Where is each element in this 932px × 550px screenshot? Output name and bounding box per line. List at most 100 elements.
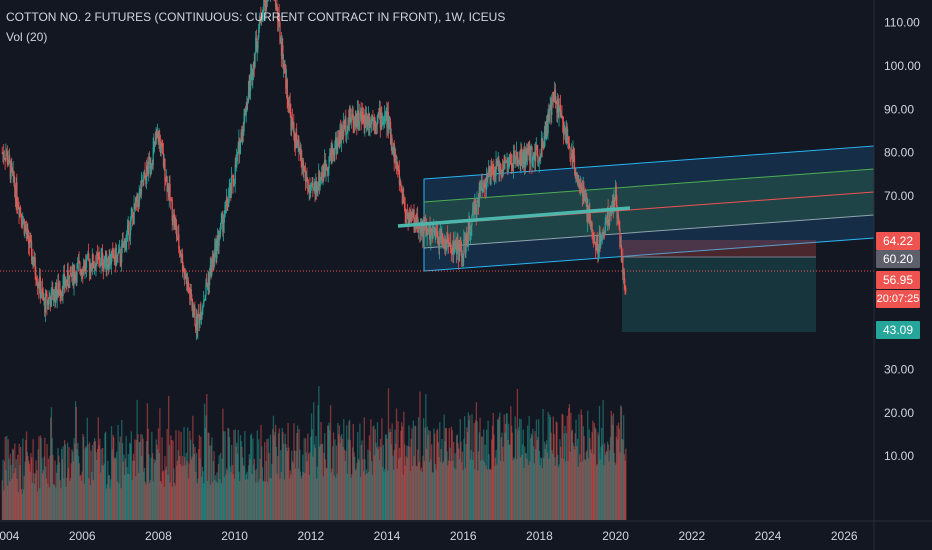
candle-body xyxy=(118,248,121,250)
volume-indicator-label[interactable]: Vol (20) xyxy=(6,30,48,44)
candle-body xyxy=(205,282,207,296)
volume-bar xyxy=(401,426,404,520)
candle-body xyxy=(477,200,480,207)
volume-bar xyxy=(370,419,372,520)
candle-body xyxy=(177,234,179,240)
candle-body xyxy=(392,153,394,155)
candle-body xyxy=(157,131,159,142)
volume-bar xyxy=(178,430,180,520)
candle-body xyxy=(29,240,31,248)
volume-bar xyxy=(374,429,376,520)
candle-body xyxy=(378,114,380,116)
candle-body xyxy=(320,177,322,180)
volume-bar xyxy=(90,450,92,520)
volume-bar xyxy=(581,415,583,520)
candle-body xyxy=(412,209,414,218)
candle-body xyxy=(425,223,428,236)
volume-bar xyxy=(113,458,116,520)
volume-bar xyxy=(117,424,119,520)
candle-body xyxy=(501,169,503,175)
time-axis[interactable]: 2004200620082010201220142016201820202022… xyxy=(0,529,858,543)
volume-bar xyxy=(465,443,467,520)
volume-bar xyxy=(89,485,91,520)
candle-body xyxy=(168,185,170,198)
candle-body xyxy=(473,206,475,210)
candle-body xyxy=(148,156,150,174)
candle-body xyxy=(617,214,620,221)
candle-body xyxy=(363,122,365,128)
candle-body xyxy=(103,262,105,270)
candle-body xyxy=(584,194,586,201)
candle-body xyxy=(89,264,91,272)
candle-body xyxy=(499,166,502,172)
volume-bar xyxy=(58,462,61,520)
price-tick-label: 110.00 xyxy=(884,16,920,30)
volume-bar xyxy=(307,433,309,520)
candle-body xyxy=(78,262,80,264)
candle-body xyxy=(461,256,464,262)
volume-bar xyxy=(397,421,399,520)
volume-bar xyxy=(283,443,285,520)
candle-body xyxy=(140,189,142,195)
candle-body xyxy=(162,152,165,167)
volume-bar xyxy=(41,458,43,520)
candle-body xyxy=(12,171,14,174)
bar-countdown-label: 20:07:25 xyxy=(876,290,920,308)
candle-body xyxy=(370,123,372,125)
candle-body xyxy=(402,194,404,204)
volume-bar xyxy=(296,432,298,520)
stop-loss-zone[interactable] xyxy=(622,240,816,257)
time-tick-label: 2014 xyxy=(374,529,401,543)
volume-bar xyxy=(96,459,98,520)
candle-body xyxy=(572,148,574,163)
volume-bar xyxy=(55,487,57,520)
candle-body xyxy=(453,251,455,253)
volume-bar xyxy=(367,449,369,520)
candle-body xyxy=(83,265,85,271)
candle-body xyxy=(242,129,244,142)
candle-body xyxy=(44,293,47,313)
candle-body xyxy=(11,168,14,174)
candle-body xyxy=(480,184,482,190)
candle-body xyxy=(589,209,591,225)
candle-body xyxy=(615,186,617,205)
volume-bar xyxy=(418,461,420,520)
candle-body xyxy=(451,251,453,255)
volume-bar xyxy=(274,424,277,520)
candle-body xyxy=(58,281,60,295)
volume-bar xyxy=(616,425,618,520)
candle-body xyxy=(74,274,77,281)
candle-body xyxy=(93,267,95,269)
volume-bar xyxy=(14,443,16,520)
volume-bar xyxy=(359,423,361,520)
volume-bar xyxy=(514,416,516,520)
volume-bar xyxy=(475,402,478,520)
candle-body xyxy=(291,118,293,131)
take-profit-zone[interactable] xyxy=(622,257,816,332)
candle-body xyxy=(377,114,379,116)
volume-bar xyxy=(577,466,579,520)
candle-body xyxy=(398,169,401,185)
volume-bar xyxy=(392,469,395,520)
volume-bar xyxy=(63,478,65,520)
volume-bar xyxy=(524,446,526,520)
time-tick-label: 2006 xyxy=(69,529,96,543)
volume-bar xyxy=(595,465,598,520)
candle-body xyxy=(279,21,281,42)
candle-body xyxy=(411,212,413,214)
trend-line[interactable] xyxy=(397,206,631,228)
candle-body xyxy=(259,16,261,18)
candle-body xyxy=(110,263,112,265)
candle-body xyxy=(594,241,596,244)
candle-body xyxy=(176,226,178,238)
candle-body xyxy=(583,186,585,201)
candle-body xyxy=(255,37,257,53)
volume-bar xyxy=(579,462,582,520)
volume-bar xyxy=(269,434,272,520)
candle-body xyxy=(187,281,189,290)
volume-bar xyxy=(211,482,214,520)
candle-body xyxy=(372,116,374,122)
volume-bar xyxy=(152,481,154,520)
candle-body xyxy=(236,156,238,168)
